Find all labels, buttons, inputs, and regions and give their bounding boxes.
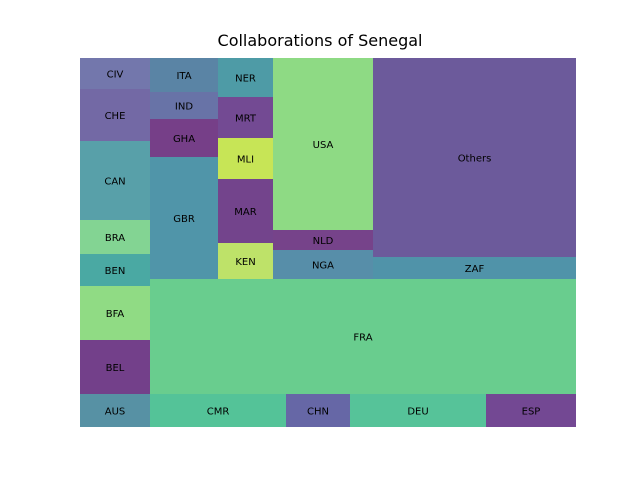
treemap-cell-bra: BRA (80, 220, 150, 254)
treemap-rect-fra (150, 279, 576, 394)
treemap-label-usa: USA (313, 140, 334, 151)
treemap-label-gha: GHA (173, 134, 195, 145)
treemap-label-bel: BEL (106, 363, 125, 374)
treemap-rect-ita (150, 58, 218, 92)
treemap-label-ner: NER (235, 74, 256, 85)
treemap-cell-ben: BEN (80, 254, 150, 286)
treemap-label-che: CHE (105, 111, 126, 122)
treemap-rect-usa (273, 58, 373, 230)
treemap-label-others: Others (458, 154, 492, 165)
treemap-cell-bel: BEL (80, 340, 150, 394)
treemap-cell-che: CHE (80, 89, 150, 141)
treemap-rect-mar (218, 179, 273, 243)
treemap-label-bfa: BFA (106, 309, 125, 320)
treemap-cell-gha: GHA (150, 119, 218, 157)
treemap-rect-others (373, 58, 576, 257)
treemap-rect-ner (218, 58, 273, 97)
treemap-cell-can: CAN (80, 141, 150, 220)
treemap-rect-gbr (150, 157, 218, 279)
treemap-label-civ: CIV (107, 70, 124, 81)
treemap-cell-ner: NER (218, 58, 273, 97)
treemap-rect-cmr (150, 394, 286, 427)
treemap-rect-mrt (218, 97, 273, 138)
treemap-cell-gbr: GBR (150, 157, 218, 279)
treemap-cell-ind: IND (150, 92, 218, 119)
treemap-rect-ben (80, 254, 150, 286)
treemap-label-bra: BRA (105, 233, 125, 244)
treemap-cell-zaf: ZAF (373, 257, 576, 279)
treemap-label-can: CAN (104, 177, 125, 188)
treemap-label-aus: AUS (105, 407, 126, 418)
treemap-rect-civ (80, 58, 150, 89)
treemap-label-ind: IND (175, 102, 193, 113)
treemap-rect-mli (218, 138, 273, 179)
treemap-rect-chn (286, 394, 350, 427)
treemap-rect-deu (350, 394, 486, 427)
treemap-rect-esp (486, 394, 576, 427)
treemap-cell-aus: AUS (80, 394, 150, 427)
treemap-label-esp: ESP (522, 407, 541, 418)
treemap-cell-mrt: MRT (218, 97, 273, 138)
treemap-label-mrt: MRT (235, 114, 257, 125)
treemap-cell-ita: ITA (150, 58, 218, 92)
treemap-label-cmr: CMR (207, 407, 230, 418)
treemap-rect-nld (273, 230, 373, 250)
treemap-rect-bfa (80, 286, 150, 340)
treemap-cell-deu: DEU (350, 394, 486, 427)
treemap-label-gbr: GBR (173, 214, 195, 225)
treemap-rect-aus (80, 394, 150, 427)
treemap-label-ben: BEN (105, 266, 126, 277)
treemap-rect-gha (150, 119, 218, 157)
treemap-cell-chn: CHN (286, 394, 350, 427)
treemap-label-fra: FRA (353, 333, 372, 344)
treemap-label-deu: DEU (407, 407, 428, 418)
chart-title: Collaborations of Senegal (217, 31, 423, 50)
treemap-rect-nga (273, 250, 373, 279)
treemap-rect-che (80, 89, 150, 141)
treemap-cell-mar: MAR (218, 179, 273, 243)
treemap-rect-bra (80, 220, 150, 254)
treemap-cell-ken: KEN (218, 243, 273, 279)
treemap-rect-bel (80, 340, 150, 394)
treemap-cell-esp: ESP (486, 394, 576, 427)
treemap-cell-cmr: CMR (150, 394, 286, 427)
treemap-cell-nga: NGA (273, 250, 373, 279)
treemap-label-nga: NGA (312, 261, 334, 272)
treemap-label-ita: ITA (176, 71, 191, 82)
treemap-rect-ken (218, 243, 273, 279)
treemap-cell-mli: MLI (218, 138, 273, 179)
treemap-label-mli: MLI (237, 155, 254, 166)
treemap-label-nld: NLD (313, 236, 334, 247)
treemap-rect-ind (150, 92, 218, 119)
treemap-rect-can (80, 141, 150, 220)
treemap-label-ken: KEN (235, 257, 255, 268)
treemap-label-mar: MAR (234, 207, 256, 218)
treemap-cell-usa: USA (273, 58, 373, 230)
treemap-rect-zaf (373, 257, 576, 279)
treemap-cell-others: Others (373, 58, 576, 257)
treemap-cell-civ: CIV (80, 58, 150, 89)
treemap-label-chn: CHN (307, 407, 329, 418)
treemap-cell-bfa: BFA (80, 286, 150, 340)
treemap-cell-nld: NLD (273, 230, 373, 250)
treemap-cell-fra: FRA (150, 279, 576, 394)
treemap-label-zaf: ZAF (465, 264, 485, 275)
